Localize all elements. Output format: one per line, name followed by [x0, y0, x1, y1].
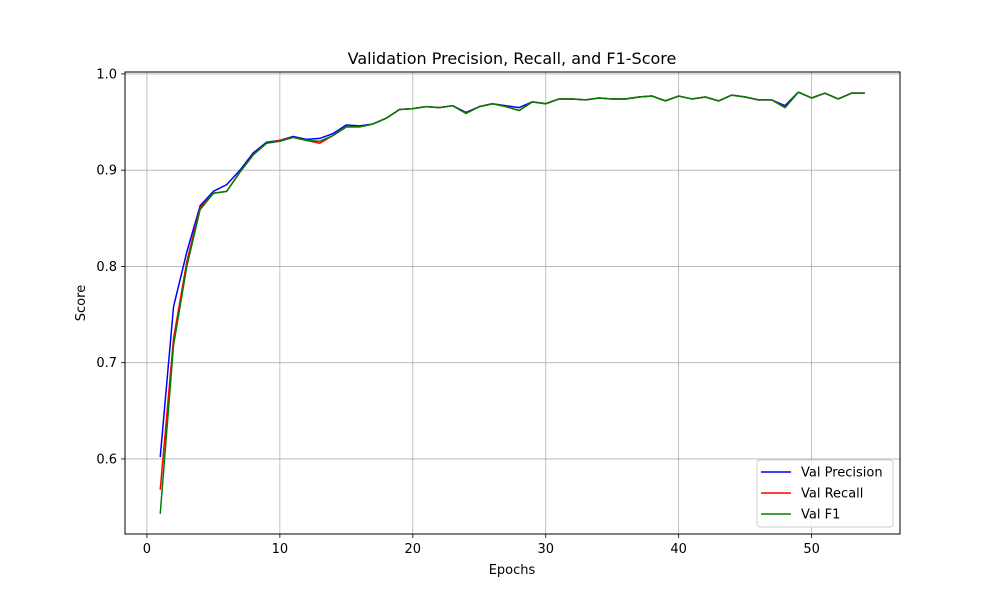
legend-label: Val F1: [801, 508, 840, 523]
y-tick-label: 0.8: [96, 260, 117, 275]
y-tick-label: 0.9: [96, 164, 117, 179]
series-line-3: [159, 91, 865, 514]
y-tick-label: 0.7: [96, 356, 117, 371]
chart-title: Validation Precision, Recall, and F1-Sco…: [348, 49, 677, 68]
legend-box: [756, 459, 894, 528]
y-tick-label: 0.6: [96, 452, 117, 467]
x-tick-label: 10: [272, 542, 289, 557]
axis-ticks: 0 10 20 30 40 50 0.6 0.7 0.8 0.9 1.0: [96, 67, 820, 557]
legend-label: Val Recall: [801, 487, 863, 502]
x-tick-label: 50: [803, 542, 820, 557]
plot-frame: [124, 71, 901, 535]
x-tick-label: 0: [143, 542, 151, 557]
y-axis-label: Score: [74, 285, 89, 321]
x-tick-label: 20: [405, 542, 422, 557]
grid: [125, 72, 900, 534]
y-tick-label: 1.0: [96, 67, 117, 82]
x-tick-label: 30: [537, 542, 554, 557]
legend-label: Val Precision: [801, 466, 883, 481]
series-lines: [159, 91, 865, 514]
x-tick-label: 40: [670, 542, 687, 557]
legend: Val Precision Val Recall Val F1: [756, 459, 894, 528]
x-axis-label: Epochs: [489, 563, 536, 578]
